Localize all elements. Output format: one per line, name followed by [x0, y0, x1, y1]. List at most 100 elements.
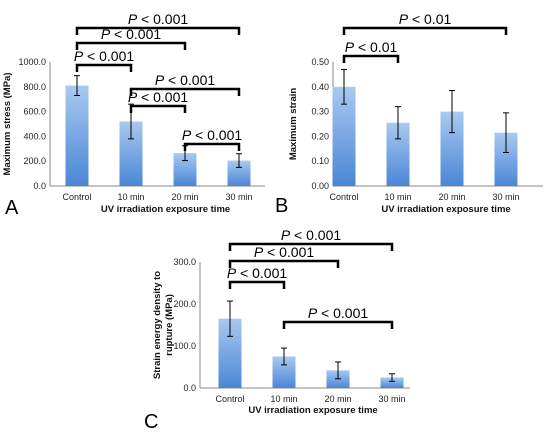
- significance-label-p: P: [227, 265, 237, 281]
- x-tick-label: 30 min: [492, 192, 519, 202]
- y-tick-label: 0.20: [311, 131, 329, 141]
- significance-label: P < 0.001: [74, 48, 135, 64]
- significance-bracket: [228, 242, 394, 251]
- significance-label: P < 0.001: [101, 26, 162, 42]
- y-tick-label: 0.40: [311, 82, 329, 92]
- y-tick-label: 1000.0: [18, 57, 46, 67]
- bar-20-min: [440, 111, 464, 186]
- y-tick-label: 0.30: [311, 107, 329, 117]
- bar-30-min: [494, 132, 518, 186]
- significance-label-p: P: [345, 39, 355, 55]
- chart-panel-C: 0.0 100.0 200.0 300.0 Control 10 min 20 min 30 …: [144, 227, 410, 433]
- significance-label-p: P: [182, 127, 192, 143]
- bar-10-min: [272, 356, 296, 388]
- y-tick-label: 0.00: [311, 181, 329, 191]
- y-tick-label: 0.0: [33, 181, 46, 191]
- bar-10-min: [119, 121, 143, 186]
- bar-control: [332, 86, 356, 186]
- significance-label-value: < 0.001: [290, 227, 341, 243]
- y-tick-label: 400.0: [23, 131, 46, 141]
- x-tick-label: 10 min: [384, 192, 411, 202]
- x-tick-label: 30 min: [225, 192, 252, 202]
- x-axis-label: UV irradiation exposure time: [381, 204, 510, 215]
- y-tick-label: 200.0: [23, 156, 46, 166]
- significance-bracket: [342, 26, 508, 35]
- significance-label: P < 0.001: [227, 265, 288, 281]
- y-axis-label-line: rupture (MPa): [164, 294, 175, 356]
- significance-label-p: P: [254, 244, 264, 260]
- significance-bracket: [129, 87, 241, 96]
- significance-label-p: P: [155, 72, 165, 88]
- significance-bracket: [228, 280, 286, 289]
- x-tick-label: 10 min: [117, 192, 144, 202]
- significance-bracket: [129, 104, 187, 113]
- significance-label: P < 0.001: [155, 72, 216, 88]
- significance-label-p: P: [128, 89, 138, 105]
- significance-label-p: P: [74, 48, 84, 64]
- significance-label: P < 0.01: [399, 11, 452, 27]
- significance-bracket: [282, 320, 394, 329]
- bar-30-min: [380, 377, 404, 388]
- significance-label-value: < 0.001: [137, 89, 188, 105]
- chart-panel-A: 0.0 200.0 400.0 600.0 800.0 1000.0 Control 10 m…: [2, 11, 265, 219]
- significance-label: P < 0.001: [254, 244, 315, 260]
- chart-panel-B: 0.00 0.10 0.20 0.30 0.40 0.50 Control 10 min 20 …: [275, 11, 543, 217]
- y-axis-label-line: Strain energy density to: [152, 271, 163, 379]
- significance-label: P < 0.001: [308, 305, 369, 321]
- significance-label-value: < 0.001: [83, 48, 134, 64]
- significance-label: P < 0.001: [128, 11, 189, 27]
- y-tick-label: 100.0: [173, 341, 196, 351]
- significance-bracket: [183, 142, 241, 151]
- significance-label-p: P: [101, 26, 111, 42]
- y-axis-label: Maximum strain: [288, 88, 299, 161]
- x-tick-label: Control: [62, 192, 91, 202]
- significance-bracket: [75, 41, 187, 50]
- y-tick-label: 800.0: [23, 82, 46, 92]
- significance-label-p: P: [281, 227, 291, 243]
- significance-bracket: [228, 259, 340, 268]
- y-axis-label: Strain energy density torupture (MPa): [152, 271, 175, 379]
- significance-label: P < 0.001: [182, 127, 243, 143]
- y-tick-label: 0.0: [183, 383, 196, 393]
- bar-20-min: [173, 153, 197, 186]
- significance-bracket: [75, 26, 241, 35]
- significance-label-value: < 0.001: [137, 11, 188, 27]
- significance-label-value: < 0.001: [317, 305, 368, 321]
- x-tick-label: 20 min: [171, 192, 198, 202]
- x-axis-label: UV irradiation exposure time: [101, 204, 230, 215]
- significance-label-value: < 0.001: [191, 127, 242, 143]
- y-tick-label: 0.50: [311, 57, 329, 67]
- significance-label-p: P: [308, 305, 318, 321]
- y-tick-label: 600.0: [23, 107, 46, 117]
- bar-control: [218, 318, 242, 388]
- panel-label: C: [144, 411, 158, 433]
- significance-label-value: < 0.001: [236, 265, 287, 281]
- x-axis-label: UV irradiation exposure time: [248, 405, 377, 416]
- x-tick-label: Control: [329, 192, 358, 202]
- y-tick-label: 200.0: [173, 299, 196, 309]
- y-axis-label: Maximum stress (MPa): [2, 73, 13, 176]
- bar-30-min: [227, 160, 251, 186]
- significance-label-value: < 0.01: [408, 11, 451, 27]
- significance-label-value: < 0.001: [110, 26, 161, 42]
- significance-bracket: [342, 54, 400, 63]
- bar-10-min: [386, 122, 410, 186]
- significance-label-value: < 0.001: [164, 72, 215, 88]
- panel-label: A: [5, 197, 19, 219]
- significance-label-p: P: [128, 11, 138, 27]
- panel-label: B: [275, 195, 288, 217]
- significance-label-value: < 0.001: [263, 244, 314, 260]
- x-tick-label: 30 min: [378, 394, 405, 404]
- significance-label: P < 0.001: [281, 227, 342, 243]
- significance-label-value: < 0.01: [354, 39, 397, 55]
- y-tick-label: 300.0: [173, 257, 196, 267]
- x-tick-label: 20 min: [324, 394, 351, 404]
- x-tick-label: 10 min: [270, 394, 297, 404]
- x-tick-label: 20 min: [438, 192, 465, 202]
- significance-bracket: [75, 63, 133, 72]
- y-tick-label: 0.10: [311, 156, 329, 166]
- significance-label: P < 0.001: [128, 89, 189, 105]
- significance-label-p: P: [399, 11, 409, 27]
- bar-control: [65, 85, 89, 186]
